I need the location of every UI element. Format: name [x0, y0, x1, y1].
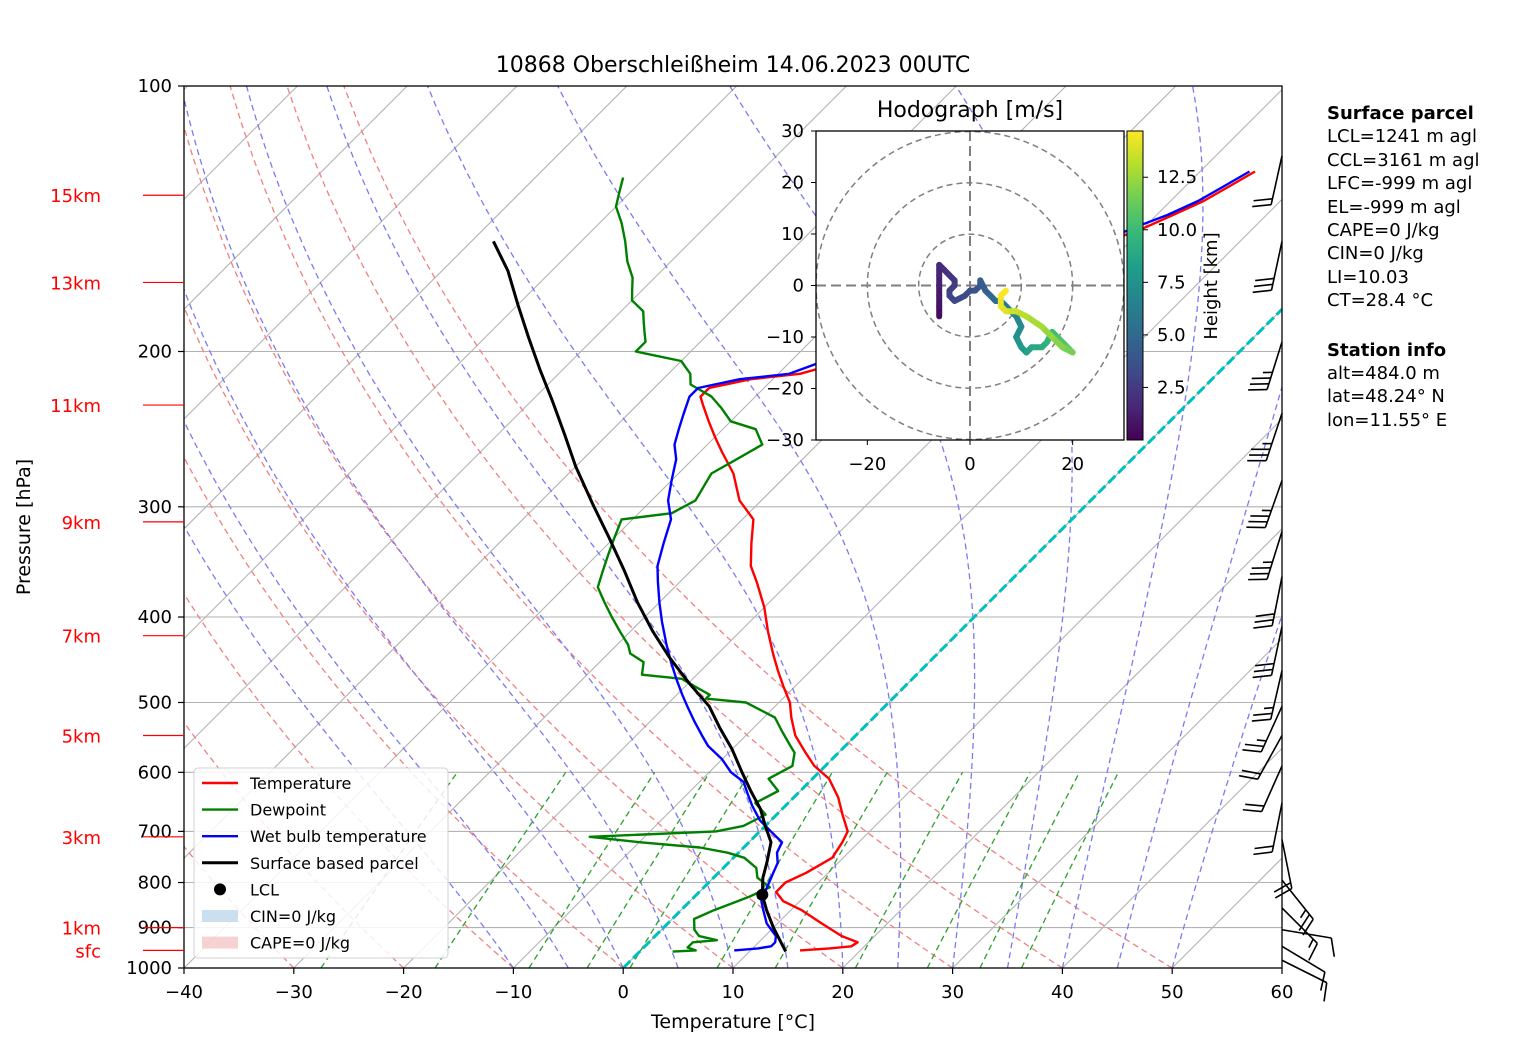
- x-tick-label: −20: [385, 982, 423, 1003]
- height-label: 1km: [62, 919, 101, 940]
- x-tick-label: 20: [831, 982, 854, 1003]
- surface-parcel-line: CCL=3161 m agl: [1327, 149, 1480, 172]
- surface-parcel-line: CAPE=0 J/kg: [1327, 219, 1480, 242]
- y-tick-label: 100: [138, 76, 172, 97]
- hodograph-title: Hodograph [m/s]: [877, 98, 1063, 123]
- height-label: 13km: [50, 273, 101, 294]
- hodograph-y-tick-label: 10: [781, 224, 804, 245]
- y-tick-label: 800: [138, 873, 172, 894]
- surface-parcel-line: LI=10.03: [1327, 266, 1480, 289]
- hodograph-x-tick-label: 20: [1061, 454, 1084, 475]
- info-panel: Surface parcel LCL=1241 m agl CCL=3161 m…: [1327, 102, 1480, 432]
- surface-parcel-line: EL=-999 m agl: [1327, 196, 1480, 219]
- hodograph-y-tick-label: 0: [793, 276, 804, 297]
- mixing-ratio-line: [1022, 772, 1119, 968]
- legend-label: Temperature: [249, 774, 351, 793]
- hodograph-segment: [1001, 291, 1006, 296]
- colorbar-tick-label: 10.0: [1157, 220, 1197, 241]
- x-tick-label: 40: [1051, 982, 1074, 1003]
- wind-barb: [1252, 671, 1282, 722]
- x-tick-label: −30: [275, 982, 313, 1003]
- chart-title: 10868 Oberschleißheim 14.06.2023 00UTC: [496, 53, 971, 78]
- station-info-line: lon=11.55° E: [1327, 409, 1480, 432]
- hodograph: Hodograph [m/s] −20 0 20 30 20 10 0 −10 −20 −30 2.5…: [766, 98, 1222, 475]
- y-tick-label: 1000: [126, 958, 172, 979]
- colorbar-tick-label: 7.5: [1157, 272, 1186, 293]
- legend-swatch: [202, 910, 238, 922]
- wind-barb: [1248, 342, 1282, 390]
- mixing-ratio-line: [435, 772, 566, 968]
- height-label: sfc: [75, 941, 101, 962]
- hodograph-x-tick-label: 0: [964, 454, 975, 475]
- colorbar: [1127, 131, 1143, 440]
- hodograph-y-tick-label: 20: [781, 173, 804, 194]
- mixing-ratio-line: [529, 772, 655, 968]
- wind-barb: [1282, 880, 1313, 935]
- wind-barb: [1248, 532, 1282, 580]
- surface-parcel-line: LCL=1241 m agl: [1327, 125, 1480, 148]
- wind-barb: [1252, 156, 1282, 207]
- station-info-title: Station info: [1327, 339, 1480, 362]
- y-axis-label: Pressure [hPa]: [13, 459, 35, 595]
- legend-label: Wet bulb temperature: [250, 827, 427, 846]
- colorbar-tick-label: 2.5: [1157, 377, 1186, 398]
- hodograph-x-tick-label: −20: [848, 454, 886, 475]
- y-tick-label: 500: [138, 692, 172, 713]
- hodograph-y-tick-label: −10: [766, 327, 804, 348]
- height-label: 15km: [50, 186, 101, 207]
- wind-barb: [1274, 839, 1292, 897]
- mixing-ratio-line: [980, 772, 1080, 968]
- station-info-line: lat=48.24° N: [1327, 385, 1480, 408]
- legend-label: LCL: [250, 880, 279, 899]
- y-tick-label: 300: [138, 497, 172, 518]
- wind-barb: [1253, 577, 1282, 628]
- x-tick-label: 10: [722, 982, 745, 1003]
- x-tick-label: −10: [494, 982, 532, 1003]
- mixing-ratio-line: [927, 772, 1030, 968]
- legend-label: CAPE=0 J/kg: [250, 934, 350, 953]
- wind-barb: [1253, 626, 1282, 677]
- y-tick-label: 700: [138, 821, 172, 842]
- x-tick-label: −40: [165, 982, 203, 1003]
- legend-label: Dewpoint: [250, 801, 326, 820]
- legend-label: CIN=0 J/kg: [250, 907, 336, 926]
- height-label: 9km: [62, 513, 101, 534]
- y-tick-label: 600: [138, 762, 172, 783]
- hodograph-y-tick-label: −30: [766, 430, 804, 451]
- surface-parcel-title: Surface parcel: [1327, 102, 1480, 125]
- legend-label: Surface based parcel: [250, 854, 419, 873]
- colorbar-tick-label: 12.5: [1157, 167, 1197, 188]
- x-tick-label: 0: [617, 982, 628, 1003]
- legend: Temperature Dewpoint Wet bulb temperature S…: [194, 768, 448, 958]
- x-axis-label: Temperature [°C]: [650, 1011, 815, 1033]
- hodograph-y-tick-label: −20: [766, 379, 804, 400]
- height-label: 5km: [62, 727, 101, 748]
- surface-parcel-line: CIN=0 J/kg: [1327, 242, 1480, 265]
- height-label: 3km: [62, 828, 101, 849]
- colorbar-label: Height [km]: [1201, 232, 1222, 339]
- legend-swatch: [214, 883, 226, 895]
- surface-parcel-line: CT=28.4 °C: [1327, 289, 1480, 312]
- height-label: 11km: [50, 396, 101, 417]
- x-tick-label: 50: [1161, 982, 1184, 1003]
- height-label: 7km: [62, 627, 101, 648]
- surface-parcel-line: LFC=-999 m agl: [1327, 172, 1480, 195]
- wind-barbs: [1239, 156, 1334, 1002]
- hodograph-y-tick-label: 30: [781, 121, 804, 142]
- wind-barb: [1253, 241, 1282, 292]
- lcl-marker: [756, 889, 768, 901]
- y-tick-label: 400: [138, 607, 172, 628]
- wind-barb: [1246, 480, 1282, 527]
- y-tick-label: 200: [138, 342, 172, 363]
- colorbar-tick-label: 5.0: [1157, 325, 1186, 346]
- legend-swatch: [202, 937, 238, 949]
- station-info-line: alt=484.0 m: [1327, 362, 1480, 385]
- x-tick-label: 30: [941, 982, 964, 1003]
- x-tick-label: 60: [1271, 982, 1294, 1003]
